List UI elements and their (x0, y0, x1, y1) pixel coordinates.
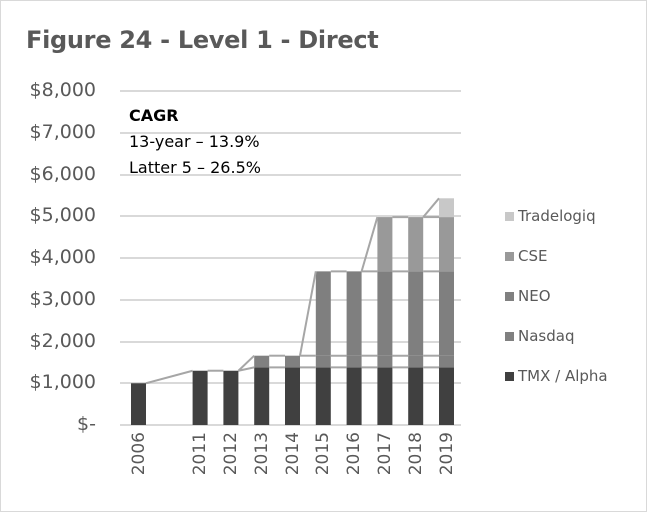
x-tick-label: 2014 (282, 432, 303, 476)
y-tick-label: $5,000 (29, 204, 96, 227)
legend: Tradelogiq CSE NEO Nasdaq TMX / Alpha (505, 196, 608, 396)
bar-segment-tmx-alpha (192, 370, 208, 425)
bar-segment-cse (408, 217, 424, 272)
gridline (120, 215, 461, 218)
legend-label: TMX / Alpha (518, 367, 608, 385)
gridline (120, 131, 461, 134)
y-tick-label: $8,000 (29, 79, 96, 101)
x-tick-label: 2016 (344, 432, 365, 476)
bar-segment-tmx-alpha (131, 383, 146, 425)
x-tick-label: 2018 (405, 432, 426, 476)
y-tick-label: $3,000 (29, 287, 96, 310)
cagr-annotation: CAGR 13-year – 13.9% Latter 5 – 26.5% (129, 103, 261, 181)
legend-swatch-icon (505, 251, 514, 261)
legend-label: NEO (518, 287, 551, 305)
legend-swatch-icon (505, 371, 514, 381)
bar-segment-cse (439, 217, 454, 272)
legend-swatch-icon (505, 291, 514, 301)
legend-item: Nasdaq (505, 316, 608, 356)
x-tick-label: 2012 (220, 432, 241, 476)
bar-segment-neo (377, 271, 393, 356)
series-connector-line (238, 366, 255, 372)
bar-segment-neo (346, 271, 362, 356)
gridline (120, 298, 461, 301)
y-tick-label: $4,000 (29, 246, 96, 268)
legend-item: NEO (505, 276, 608, 316)
bar-segment-neo (439, 271, 454, 356)
chart-title: Figure 24 - Level 1 - Direct (26, 26, 379, 54)
bar-segment-nasdaq (285, 355, 300, 368)
series-connector-line (299, 271, 317, 356)
series-connector-line (360, 216, 379, 272)
cagr-latter-5: Latter 5 – 26.5% (129, 158, 261, 177)
bar-segment-nasdaq (408, 355, 424, 368)
legend-item: Tradelogiq (505, 196, 608, 236)
bar-segment-nasdaq (315, 355, 331, 368)
gridline (120, 340, 461, 343)
x-tick-label: 2011 (190, 432, 211, 476)
bar-segment-tmx-alpha (346, 367, 362, 425)
bar-segment-tmx-alpha (223, 370, 239, 425)
x-tick-label: 2015 (313, 432, 334, 476)
bar-segment-tmx-alpha (285, 367, 300, 425)
x-tick-label: 2017 (374, 432, 395, 476)
y-tick-label: $6,000 (29, 162, 96, 185)
bar-segment-nasdaq (377, 355, 393, 368)
y-tick-label: $7,000 (29, 120, 96, 143)
bar-segment-cse (377, 217, 393, 272)
bar-segment-nasdaq (346, 355, 362, 368)
gridline (120, 90, 461, 92)
series-connector-line (422, 197, 440, 218)
x-tick-label: 2013 (251, 432, 272, 476)
legend-item: CSE (505, 236, 608, 276)
legend-item: TMX / Alpha (505, 356, 608, 396)
bar-segment-tmx-alpha (439, 367, 454, 425)
gridline (120, 257, 461, 259)
cagr-13-year: 13-year – 13.9% (129, 132, 260, 151)
y-tick-label: $2,000 (29, 329, 96, 352)
legend-swatch-icon (505, 211, 514, 221)
x-tick-label: 2019 (436, 432, 457, 476)
legend-swatch-icon (505, 331, 514, 341)
y-tick-label: $- (77, 413, 96, 435)
series-connector-line (145, 369, 193, 385)
gridline (120, 173, 461, 176)
legend-label: CSE (518, 247, 548, 265)
legend-label: Nasdaq (518, 327, 575, 345)
bar-segment-tmx-alpha (254, 367, 270, 425)
bar-segment-tmx-alpha (377, 367, 393, 425)
bar-segment-neo (315, 271, 331, 356)
series-connector-line (237, 354, 255, 372)
bar-segment-neo (408, 271, 424, 356)
bar-segment-tradelogiq (439, 198, 454, 218)
x-tick-label: 2006 (128, 432, 149, 476)
bar-segment-tmx-alpha (408, 367, 424, 425)
bar-segment-tmx-alpha (315, 367, 331, 425)
bar-segment-nasdaq (439, 355, 454, 368)
legend-label: Tradelogiq (518, 207, 596, 225)
y-tick-label: $1,000 (29, 371, 96, 394)
bar-segment-nasdaq (254, 355, 270, 368)
cagr-heading: CAGR (129, 106, 179, 125)
